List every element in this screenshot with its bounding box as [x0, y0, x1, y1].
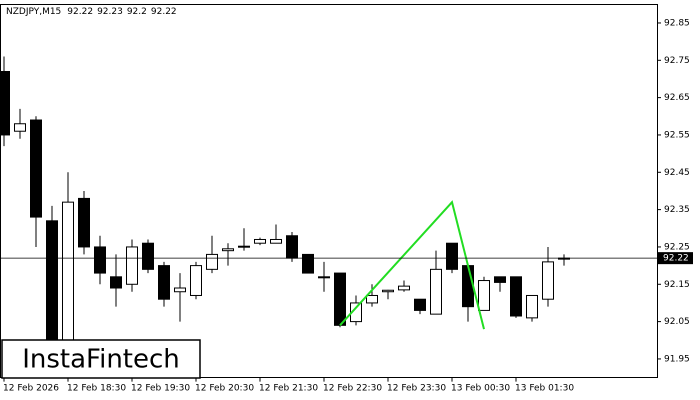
candle-body	[350, 302, 362, 323]
candle-body	[334, 272, 346, 326]
candle-body	[478, 280, 490, 311]
y-tick-label: 92.55	[664, 130, 690, 140]
x-tick-label: 12 Feb 20:30	[195, 384, 254, 394]
x-tick-label: 12 Feb 18:30	[67, 384, 126, 394]
candle-body	[254, 238, 266, 244]
candle-body	[222, 248, 234, 252]
y-tick-label: 92.15	[664, 280, 690, 290]
logo: InstaFintech	[22, 345, 180, 375]
x-tick-label: 12 Feb 19:30	[131, 384, 190, 394]
x-tick-label: 12 Feb 21:30	[259, 384, 318, 394]
candle-body	[270, 238, 282, 244]
x-tick-label: 12 Feb 22:30	[323, 384, 382, 394]
candle-body	[318, 276, 330, 279]
candle-body	[398, 285, 410, 291]
candle-body	[142, 242, 154, 270]
x-tick-label: 12 Feb 2026	[3, 384, 59, 394]
candle-body	[174, 287, 186, 293]
y-tick-label: 92.75	[664, 56, 690, 66]
pattern-line	[339, 200, 485, 330]
y-tick-label: 91.95	[664, 354, 690, 364]
candle-body	[30, 119, 42, 218]
chart-header: NZDJPY,M15 92.22 92.23 92.2 92.22	[6, 7, 177, 17]
candle-body	[286, 235, 298, 259]
candle-body	[510, 276, 522, 317]
price-label: 92.22	[663, 254, 689, 264]
candle-body	[62, 201, 74, 364]
candle-body	[94, 246, 106, 274]
candle-body	[446, 242, 458, 270]
candle-body	[542, 261, 554, 300]
x-tick-label: 13 Feb 01:30	[515, 384, 574, 394]
candle-body	[14, 123, 26, 132]
x-tick-label: 13 Feb 00:30	[451, 384, 510, 394]
candle-body	[494, 276, 506, 283]
candle-body	[78, 197, 90, 248]
x-tick-label: 12 Feb 23:30	[387, 384, 446, 394]
y-tick-label: 92.25	[664, 242, 690, 252]
candle-body	[462, 265, 474, 308]
candle-body	[158, 265, 170, 300]
candle-body	[0, 70, 10, 136]
symbol: NZDJPY,M15	[6, 7, 61, 17]
candle-body	[238, 245, 250, 248]
y-tick-label: 92.45	[664, 168, 690, 178]
y-tick-label: 92.65	[664, 93, 690, 103]
candle-body	[110, 276, 122, 289]
y-tick-label: 92.85	[664, 18, 690, 28]
header-high: 92.23	[97, 7, 123, 17]
y-tick-label: 92.05	[664, 317, 690, 327]
candle-body	[526, 294, 538, 319]
candle-body	[430, 268, 442, 315]
header-open: 92.22	[67, 7, 93, 17]
price-label-box	[657, 252, 693, 265]
header-close: 92.22	[151, 7, 177, 17]
logo-box	[1, 339, 201, 379]
y-tick-label: 92.35	[664, 205, 690, 215]
candle-body	[366, 294, 378, 304]
plot-frame	[0, 4, 658, 378]
candle-body	[190, 265, 202, 296]
candle-body	[126, 246, 138, 285]
candle-body	[382, 289, 394, 293]
header-low: 92.2	[127, 7, 147, 17]
candle-body	[206, 253, 218, 270]
candle-body	[302, 253, 314, 274]
candle-body	[414, 298, 426, 311]
